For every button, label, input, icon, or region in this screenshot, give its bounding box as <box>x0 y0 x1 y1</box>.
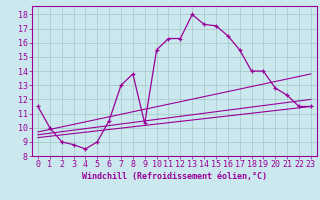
X-axis label: Windchill (Refroidissement éolien,°C): Windchill (Refroidissement éolien,°C) <box>82 172 267 181</box>
